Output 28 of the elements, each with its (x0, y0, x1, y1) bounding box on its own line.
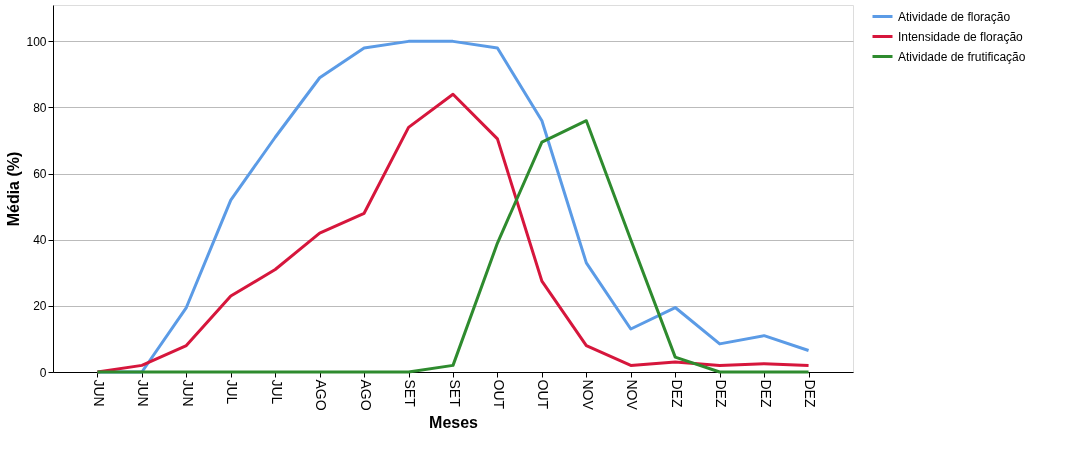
x-tick-label: DEZ (668, 379, 685, 408)
x-tick-label: DEZ (713, 379, 730, 408)
y-tick-label: 40 (33, 233, 47, 248)
x-tick-label: OUT (490, 379, 507, 410)
y-tick-label: 60 (33, 167, 47, 182)
x-tick-label: NOV (579, 379, 596, 411)
y-axis-title: Média (%) (5, 151, 23, 227)
x-tick-label: AGO (357, 379, 374, 411)
x-tick-label: JUL (268, 379, 285, 405)
x-tick-label: JUN (90, 379, 107, 407)
x-tick-label: AGO (313, 379, 330, 411)
y-tick-label: 100 (26, 34, 47, 49)
x-tick-label: OUT (535, 379, 552, 410)
x-tick-label: SET (402, 379, 419, 408)
x-tick-label: NOV (624, 379, 641, 411)
y-tick-label: 80 (33, 101, 47, 115)
y-tick-label: 0 (39, 365, 47, 380)
x-tick-label: JUN (135, 379, 152, 407)
x-tick-label: DEZ (757, 379, 774, 408)
legend-label: Intensidade de floração (898, 29, 1024, 44)
x-tick-label: JUL (224, 379, 241, 405)
x-tick-label: DEZ (802, 379, 819, 408)
x-tick-label: JUN (179, 379, 196, 407)
x-tick-label: SET (446, 379, 463, 408)
x-axis-title: Meses (429, 413, 479, 431)
y-tick-label: 20 (33, 299, 47, 314)
legend-label: Atividade de floração (898, 9, 1011, 24)
legend-label: Atividade de frutificação (898, 49, 1026, 64)
